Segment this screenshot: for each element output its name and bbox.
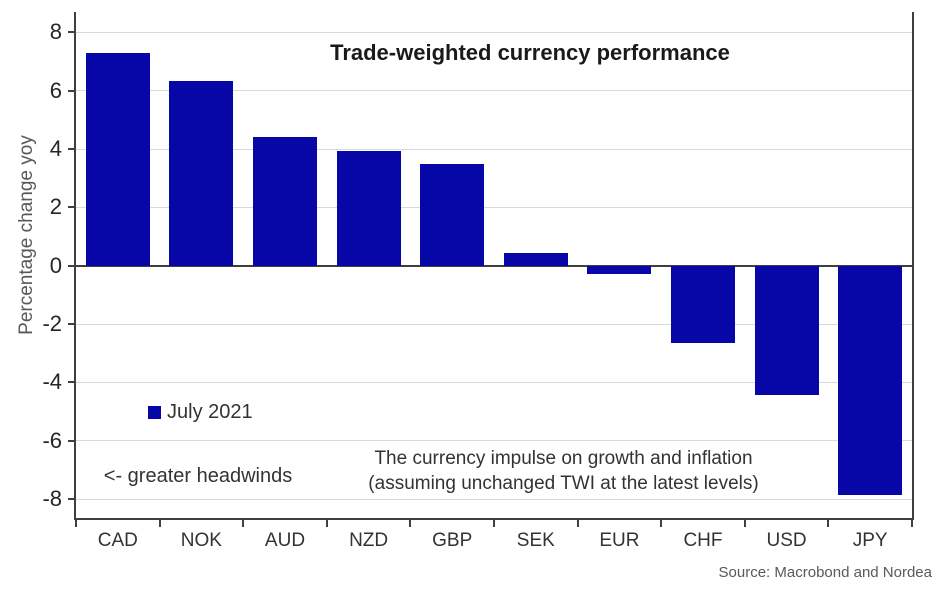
x-tick-mark	[743, 518, 746, 527]
x-tick-label: GBP	[432, 530, 473, 551]
x-tick-mark	[158, 518, 161, 527]
x-axis-line	[74, 518, 914, 520]
legend-label: July 2021	[167, 400, 253, 423]
x-tick-label: CHF	[683, 530, 723, 551]
y-tick-mark	[68, 323, 76, 326]
x-tick-mark	[409, 518, 412, 527]
legend-swatch	[148, 405, 161, 419]
annotation-currency-impulse: The currency impulse on growth and infla…	[341, 446, 786, 496]
y-tick-mark	[68, 498, 76, 501]
gridline	[76, 148, 912, 150]
bar-gbp	[420, 163, 485, 266]
legend: July 2021	[148, 401, 253, 423]
x-tick-label: JPY	[852, 530, 888, 551]
y-tick-label: -8	[42, 486, 62, 512]
gridline	[76, 206, 912, 208]
x-tick-mark	[576, 518, 579, 527]
x-tick-label: SEK	[516, 530, 555, 551]
gridline	[76, 381, 912, 383]
gridline	[76, 498, 912, 500]
y-tick-label: 4	[49, 136, 62, 162]
annotation-currency-impulse-line1: The currency impulse on growth and infla…	[374, 448, 753, 469]
bar-eur	[587, 265, 652, 275]
x-tick-mark	[827, 518, 830, 527]
y-tick-mark	[68, 381, 76, 384]
x-tick-label: USD	[766, 530, 807, 551]
x-tick-mark	[911, 518, 913, 527]
bar-sek	[503, 252, 568, 266]
gridline	[76, 440, 912, 442]
x-tick-mark	[325, 518, 328, 527]
y-tick-mark	[68, 439, 76, 442]
y-tick-label: -4	[42, 369, 62, 395]
bar-nzd	[336, 150, 401, 266]
bar-cad	[85, 52, 150, 266]
x-tick-label: AUD	[264, 530, 306, 551]
x-tick-label: NOK	[180, 530, 222, 551]
x-tick-mark	[493, 518, 495, 527]
y-axis-line	[74, 12, 76, 520]
y-tick-mark	[68, 264, 76, 267]
source-note: Source: Macrobond and Nordea	[718, 564, 932, 581]
zero-line	[76, 264, 912, 267]
chart-title: Trade-weighted currency performance	[330, 40, 730, 65]
x-tick-mark	[242, 518, 245, 527]
y-tick-mark	[68, 31, 76, 34]
y-tick-label: 0	[49, 252, 62, 278]
gridline	[76, 323, 912, 325]
gridline	[76, 31, 912, 33]
y-tick-label: -2	[42, 311, 62, 337]
y-tick-label: 8	[49, 19, 62, 45]
annotation-currency-impulse-line2: (assuming unchanged TWI at the latest le…	[368, 473, 759, 494]
y-tick-label: 6	[49, 77, 62, 103]
annotation-greater-headwinds: <- greater headwinds	[103, 465, 293, 487]
y-tick-mark	[68, 148, 76, 151]
bar-nok	[169, 80, 234, 266]
bar-aud	[253, 137, 317, 266]
right-spine	[912, 12, 914, 520]
bar-jpy	[838, 265, 903, 495]
y-tick-label: -6	[42, 427, 62, 453]
bar-usd	[754, 265, 819, 396]
y-tick-mark	[68, 89, 76, 92]
x-tick-label: EUR	[599, 530, 640, 551]
y-axis-label: Percentage change yoy	[16, 135, 37, 335]
y-tick-mark	[68, 206, 76, 209]
x-tick-label: CAD	[97, 530, 138, 551]
y-tick-label: 2	[49, 194, 62, 220]
gridline	[76, 90, 912, 92]
x-tick-mark	[75, 518, 77, 527]
x-tick-label: NZD	[349, 530, 389, 551]
x-tick-mark	[660, 518, 663, 527]
bar-chf	[671, 265, 735, 343]
